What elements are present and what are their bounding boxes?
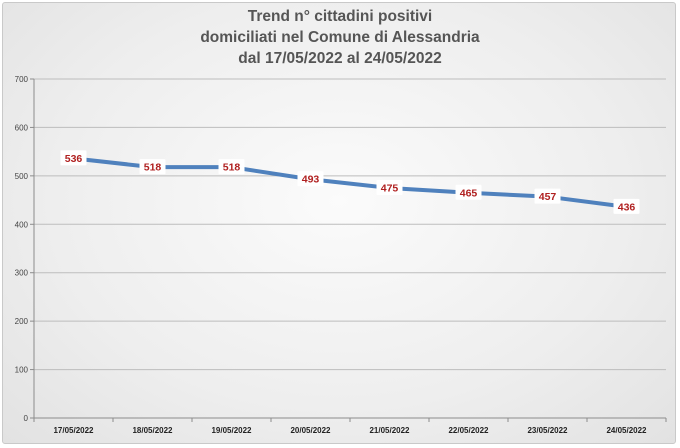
data-label: 475: [381, 182, 399, 194]
data-label: 536: [65, 153, 83, 165]
data-label: 518: [144, 162, 162, 174]
x-tick-label: 21/05/2022: [369, 426, 410, 435]
x-tick-label: 19/05/2022: [211, 426, 252, 435]
y-axis-ticks: 0 100 200 300 400 500 600 700: [15, 75, 34, 423]
data-labels: 536 518 518 493 475 465 457 436: [60, 150, 640, 214]
data-label-bg: [297, 171, 324, 187]
axes: [33, 79, 666, 419]
data-label: 493: [302, 174, 320, 186]
x-tick-label: 24/05/2022: [606, 426, 647, 435]
series-line-path: [71, 156, 629, 209]
y-tick-label: 300: [15, 269, 29, 278]
chart-title-line-2: domiciliati nel Comune di Alessandria: [200, 29, 480, 46]
data-label-bg: [376, 179, 403, 195]
chart-title-line-1: Trend n° cittadini positivi: [247, 8, 433, 25]
data-label-bg: [139, 159, 166, 175]
y-tick-label: 400: [15, 220, 29, 229]
chart-title-line-3: dal 17/05/2022 al 24/05/2022: [238, 50, 442, 67]
data-label-bg: [613, 198, 640, 214]
y-tick-label: 200: [15, 317, 29, 326]
data-label: 465: [460, 187, 478, 199]
chart-frame: [2, 2, 676, 444]
x-tick-label: 23/05/2022: [527, 426, 568, 435]
x-tick-label: 18/05/2022: [132, 426, 173, 435]
y-tick-label: 600: [15, 123, 29, 132]
data-label: 518: [223, 162, 241, 174]
data-label-bg: [218, 159, 245, 175]
y-tick-label: 0: [24, 414, 29, 423]
data-label-bg: [534, 188, 561, 204]
y-tick-label: 100: [15, 366, 29, 375]
y-tick-label: 500: [15, 172, 29, 181]
data-label-bg: [60, 150, 87, 166]
gridlines: [34, 78, 666, 371]
data-label: 457: [539, 191, 557, 203]
y-tick-label: 700: [15, 75, 29, 84]
x-tick-label: 20/05/2022: [290, 426, 331, 435]
x-axis-ticks: 17/05/2022 18/05/2022 19/05/2022 20/05/2022…: [33, 418, 667, 435]
x-tick-label: 17/05/2022: [53, 426, 94, 435]
x-tick-label: 22/05/2022: [448, 426, 489, 435]
data-label-bg: [455, 184, 482, 200]
chart-title: Trend n° cittadini positivi domiciliati …: [0, 6, 680, 69]
data-label: 436: [618, 201, 636, 213]
